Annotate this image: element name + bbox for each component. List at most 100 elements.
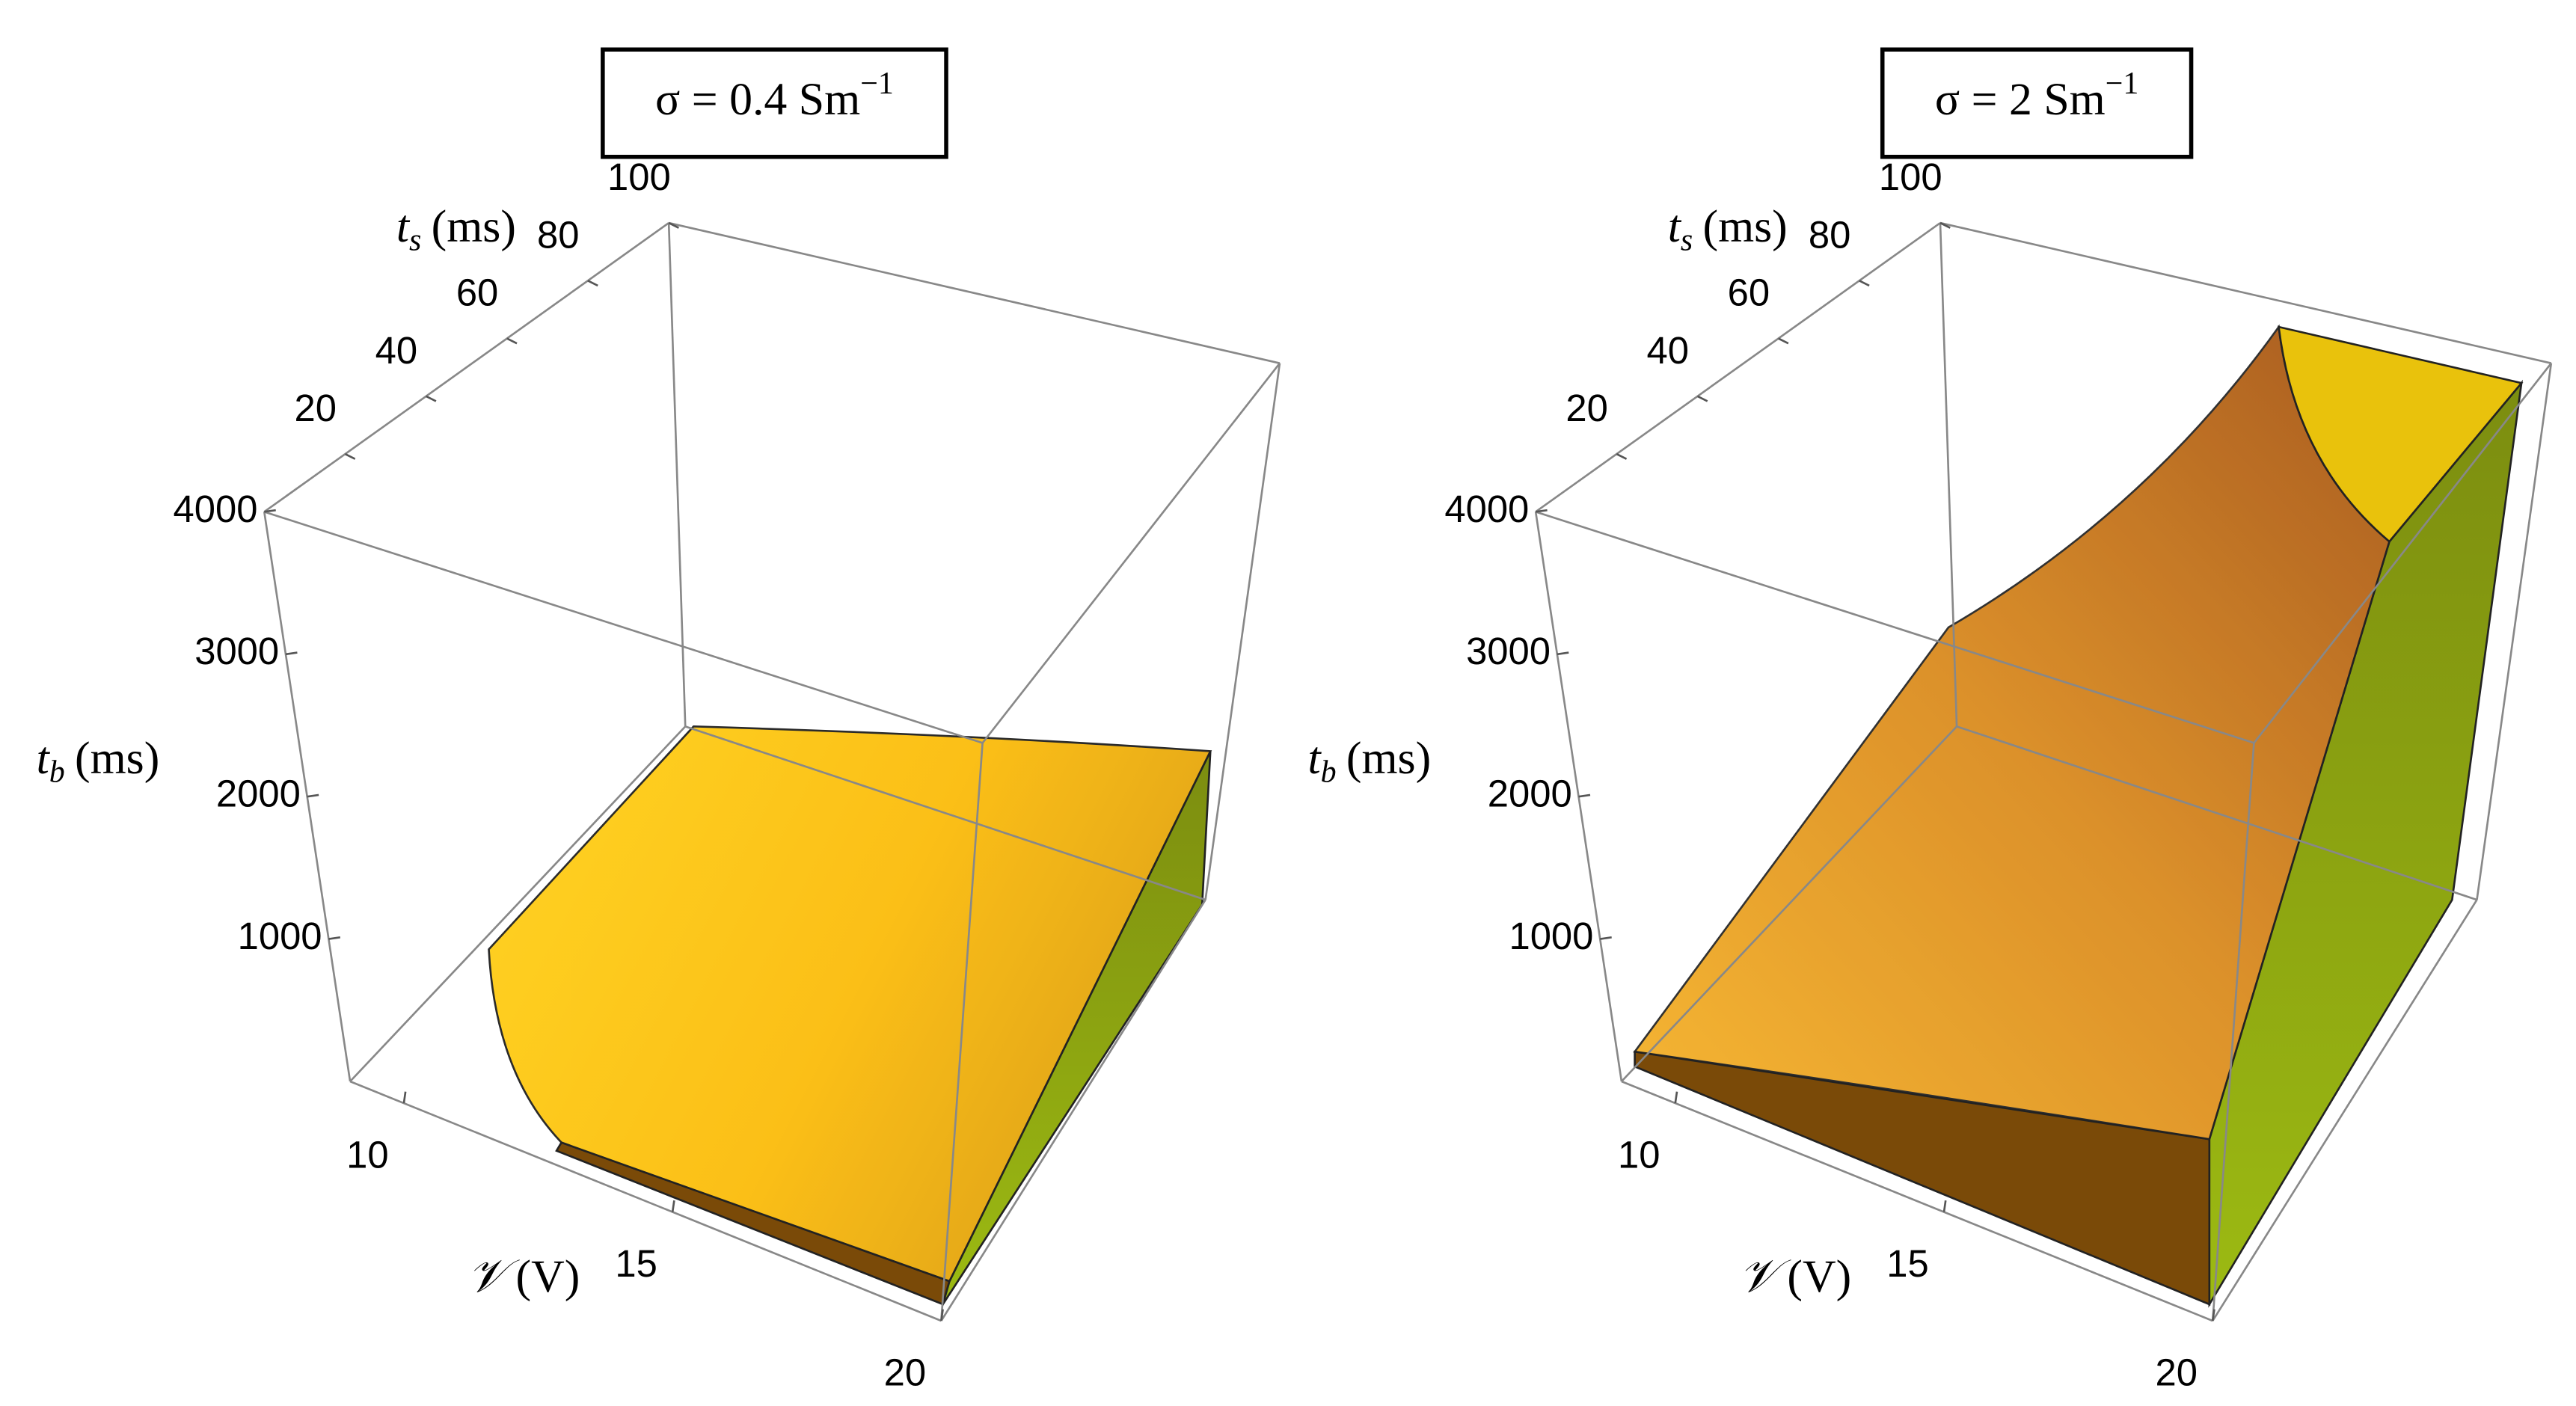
surface-right: [1633, 324, 2524, 1308]
box-edge: [1939, 222, 1958, 727]
symbol: 𝒱: [467, 1251, 520, 1302]
z-tick-label: 3000: [194, 630, 279, 672]
box-edge: [1535, 221, 1941, 513]
y-tick: [1778, 337, 1789, 345]
y-tick: [426, 395, 437, 402]
z-tick-label: 1000: [238, 915, 322, 957]
z-axis-label: tb (ms): [37, 733, 160, 789]
y-tick: [1859, 280, 1870, 287]
y-tick-label: 80: [537, 213, 579, 256]
symbol: t: [1668, 201, 1682, 252]
subscript: b: [49, 755, 65, 789]
z-axis-label: tb (ms): [1307, 733, 1431, 789]
symbol: t: [396, 201, 411, 252]
box-edge: [940, 899, 1206, 1321]
z-tick-label: 3000: [1466, 630, 1551, 672]
box-edge: [263, 512, 352, 1082]
z-tick: [1557, 651, 1569, 656]
box-edge: [263, 511, 983, 744]
box-edge: [2211, 743, 2255, 1321]
unit: (V): [1787, 1251, 1851, 1302]
y-tick: [587, 280, 598, 287]
axes-layer: σ = 0.4 Sm−11000200030004000204060801001…: [37, 47, 2553, 1393]
x-axis-label: 𝒱 (V): [1739, 1251, 1852, 1302]
y-tick: [1616, 452, 1628, 460]
box-edge: [1204, 363, 1281, 900]
y-tick-label: 20: [294, 387, 336, 429]
y-tick: [506, 337, 518, 345]
box-edge: [981, 362, 1281, 744]
unit: (ms): [1346, 733, 1431, 784]
subscript: s: [1681, 223, 1693, 257]
y-tick-label: 60: [1728, 271, 1770, 314]
title-box: [601, 47, 948, 159]
y-tick-label: 100: [1879, 156, 1942, 198]
unit: (V): [516, 1251, 580, 1302]
y-tick-label: 40: [1647, 329, 1689, 372]
symbol: t: [37, 733, 51, 784]
z-tick-label: 1000: [1509, 915, 1593, 957]
x-tick: [940, 1309, 944, 1321]
z-tick: [307, 793, 319, 798]
y-tick-label: 40: [375, 329, 417, 372]
box-edge: [2476, 363, 2553, 900]
y-tick-label: 80: [1809, 213, 1850, 256]
x-tick-label: 20: [2155, 1351, 2197, 1393]
x-tick-label: 20: [884, 1351, 926, 1393]
y-axis-label: ts (ms): [1668, 201, 1788, 257]
z-tick: [1578, 793, 1591, 798]
box-edge: [667, 222, 687, 727]
y-tick: [1696, 395, 1708, 402]
symbol: t: [1307, 733, 1322, 784]
x-tick-label: 15: [1886, 1242, 1928, 1285]
y-tick: [668, 221, 679, 229]
title: σ = 2 Sm−1: [1935, 66, 2138, 125]
z-tick-label: 4000: [174, 488, 258, 530]
box-edge: [1956, 725, 2477, 901]
z-tick-label: 2000: [1488, 773, 1572, 815]
box-edge: [684, 725, 1206, 901]
x-tick: [2211, 1309, 2215, 1321]
y-axis-label: ts (ms): [396, 201, 516, 257]
x-tick: [1942, 1200, 1947, 1212]
title-superscript: −1: [2106, 66, 2139, 100]
box-edge: [668, 221, 1281, 364]
x-tick-label: 15: [615, 1242, 657, 1285]
z-tick: [1600, 936, 1612, 940]
x-tick-label: 10: [346, 1133, 388, 1176]
surface-left: [488, 725, 1212, 1306]
y-tick: [1939, 221, 1951, 229]
box-edge: [349, 725, 687, 1082]
box-edge: [1621, 1080, 2213, 1322]
unit: (ms): [432, 201, 516, 252]
y-tick-label: 20: [1565, 387, 1607, 429]
x-tick: [1674, 1091, 1678, 1104]
title-superscript: −1: [860, 66, 894, 100]
box-edge: [940, 743, 984, 1321]
subscript: b: [1321, 755, 1337, 789]
title-box: [1880, 47, 2194, 159]
unit: (ms): [75, 733, 159, 784]
title-text: σ = 2 Sm: [1935, 74, 2106, 125]
y-tick-label: 100: [607, 156, 671, 198]
box-edge: [263, 221, 669, 513]
box-edge: [2212, 899, 2478, 1321]
subscript: s: [409, 223, 421, 257]
x-tick: [402, 1091, 407, 1104]
box-edge: [2253, 362, 2552, 744]
z-tick: [1535, 509, 1548, 513]
z-tick: [285, 651, 298, 656]
symbol: 𝒱: [1739, 1251, 1791, 1302]
unit: (ms): [1702, 201, 1787, 252]
z-tick: [328, 936, 341, 940]
x-tick-label: 10: [1618, 1133, 1660, 1176]
x-tick: [671, 1200, 675, 1212]
box-edge: [1535, 511, 2254, 744]
box-edge: [349, 1080, 942, 1322]
y-tick-label: 60: [456, 271, 498, 314]
z-tick-label: 4000: [1444, 488, 1529, 530]
box-edge: [1939, 221, 2552, 364]
box-edge: [1620, 725, 1958, 1082]
